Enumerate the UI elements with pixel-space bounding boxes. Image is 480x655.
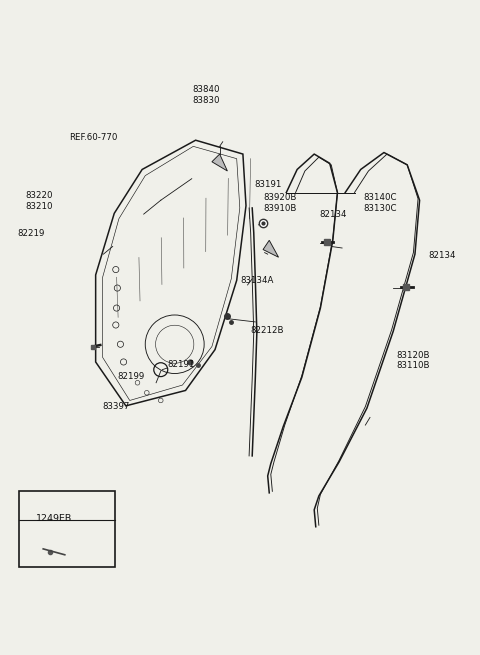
Text: 83134A: 83134A [240, 276, 274, 285]
Text: 83840
83830: 83840 83830 [192, 85, 220, 105]
Text: 1249EB: 1249EB [36, 514, 72, 523]
Text: 82191: 82191 [167, 360, 194, 369]
Text: REF.60-770: REF.60-770 [70, 133, 118, 142]
Text: 82212B: 82212B [251, 326, 284, 335]
Text: 83920B
83910B: 83920B 83910B [263, 193, 297, 213]
Text: 83140C
83130C: 83140C 83130C [364, 193, 397, 213]
Text: 82134: 82134 [428, 251, 456, 260]
Text: 82134: 82134 [320, 210, 348, 219]
Text: 83397: 83397 [102, 402, 130, 411]
Text: 83120B
83110B: 83120B 83110B [396, 350, 430, 370]
Text: 83220
83210: 83220 83210 [25, 191, 53, 211]
Polygon shape [263, 240, 278, 257]
Text: 82219: 82219 [17, 229, 45, 238]
FancyBboxPatch shape [19, 491, 115, 567]
Text: 82199: 82199 [117, 372, 144, 381]
Text: 83191: 83191 [254, 180, 282, 189]
Polygon shape [212, 154, 228, 171]
